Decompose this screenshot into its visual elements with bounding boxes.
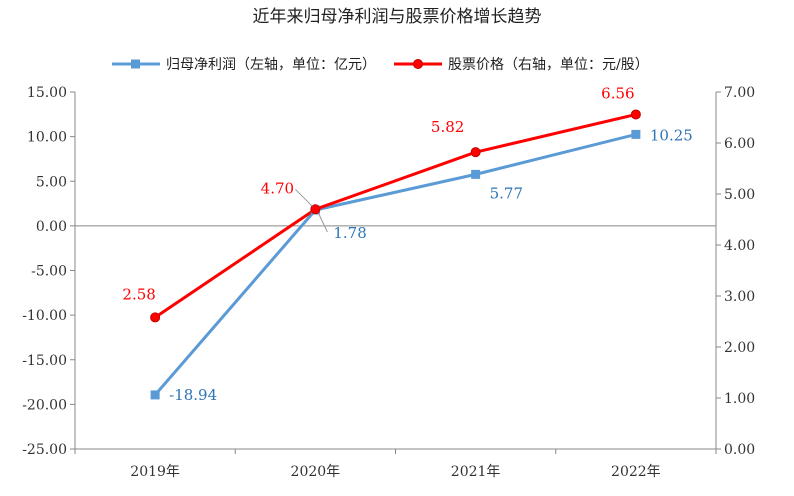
price-marker [470, 147, 481, 158]
y-left-tick-label: -10.00 [22, 308, 67, 324]
price-line [154, 112, 637, 319]
profit-marker [631, 129, 641, 139]
y-left-tick-label: -15.00 [22, 353, 67, 369]
y-right-tick-label: 4.00 [724, 238, 755, 254]
y-left-tick-label: -20.00 [22, 397, 67, 413]
x-tick-label: 2022年 [611, 464, 661, 480]
price-marker [310, 204, 321, 215]
price-data-label: 5.82 [431, 118, 464, 136]
profit-data-label: 5.77 [490, 184, 523, 202]
legend: 归母净利润（左轴，单位：亿元） 股票价格（右轴，单位：元/股） [112, 56, 649, 73]
price-label-leader [295, 188, 313, 207]
legend-price-marker [413, 59, 423, 69]
price-marker [150, 312, 161, 323]
y-left-tick-label: 0.00 [36, 219, 67, 235]
y-left-tick-label: 5.00 [36, 174, 67, 190]
profit-marker [471, 169, 481, 179]
profit-line [153, 132, 637, 396]
y-right-tick-label: 1.00 [724, 391, 755, 407]
legend-item-profit: 归母净利润（左轴，单位：亿元） [112, 56, 376, 73]
price-data-label: 6.56 [601, 84, 634, 102]
price-marker [630, 109, 641, 120]
chart-title: 近年来归母净利润与股票价格增长趋势 [253, 7, 542, 27]
y-left-tick-label: 10.00 [27, 130, 67, 146]
profit-data-label: -18.94 [169, 386, 217, 404]
legend-price-label: 股票价格（右轴，单位：元/股） [448, 57, 649, 73]
x-tick-label: 2019年 [130, 464, 180, 480]
legend-profit-label: 归母净利润（左轴，单位：亿元） [166, 56, 376, 73]
x-tick-label: 2020年 [291, 464, 341, 480]
profit-data-label: 10.25 [650, 126, 693, 144]
price-data-label: 4.70 [261, 179, 294, 197]
price-data-label: 2.58 [122, 285, 155, 303]
y-left-tick-label: -5.00 [31, 264, 67, 280]
plot-area: 15.00 10.00 5.00 0.00 -5.00 -10.00 -15.00 -20.0… [22, 84, 755, 480]
legend-profit-marker [131, 59, 140, 69]
y-right-tick-label: 5.00 [724, 187, 755, 203]
y-right-tick-label: 7.00 [724, 85, 755, 101]
profit-marker [150, 390, 160, 400]
y-right-tick-label: 6.00 [724, 136, 755, 152]
y-left-tick-label: 15.00 [27, 85, 67, 101]
x-tick-label: 2021年 [451, 464, 501, 480]
y-right-tick-label: 3.00 [724, 289, 755, 305]
profit-label-leader [317, 212, 328, 233]
legend-item-price: 股票价格（右轴，单位：元/股） [394, 57, 649, 73]
y-right-tick-label: 2.00 [724, 340, 755, 356]
y-right-tick-label: 0.00 [724, 442, 755, 458]
profit-data-label: 1.78 [333, 224, 366, 242]
y-left-tick-label: -25.00 [22, 442, 67, 458]
